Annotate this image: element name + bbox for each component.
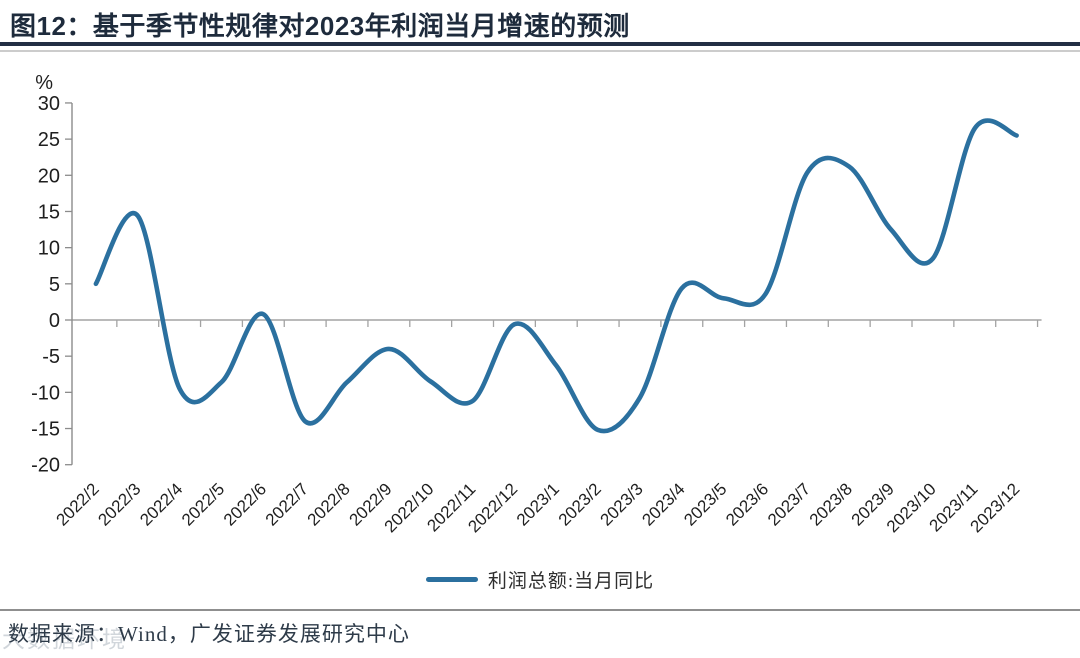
y-tick-label: 0 (49, 310, 60, 332)
y-tick-label: -15 (31, 419, 60, 441)
legend-line-swatch (425, 576, 478, 582)
x-tick-label: 2023/6 (722, 479, 772, 529)
x-tick-label: 2022/3 (94, 479, 144, 529)
x-tick-label: 2023/7 (764, 479, 814, 529)
x-tick-label: 2023/8 (806, 479, 856, 529)
y-tick-label: -5 (42, 346, 60, 368)
footer-divider (0, 609, 1080, 611)
title-divider-light (0, 50, 1080, 52)
x-tick-label: 2023/4 (638, 479, 688, 529)
y-tick-label: 15 (38, 201, 60, 223)
y-tick-label: 30 (38, 93, 60, 115)
y-tick-label: 25 (38, 129, 60, 151)
x-tick-label: 2023/5 (680, 479, 730, 529)
y-axis-unit-label: % (35, 72, 53, 94)
y-tick-label: -10 (31, 382, 60, 404)
x-tick-label: 2023/1 (513, 479, 563, 529)
chart-canvas: 302520151050-5-10-15-20%2022/22022/32022… (31, 72, 1042, 536)
profit-yoy-line (93, 118, 1019, 434)
y-tick-label: -20 (31, 455, 60, 477)
x-tick-label: 2022/2 (53, 479, 103, 529)
figure-title: 图12：基于季节性规律对2023年利润当月增速的预测 (10, 11, 630, 41)
y-tick-label: 10 (38, 238, 60, 260)
x-tick-label: 2022/5 (178, 479, 228, 529)
x-tick-label: 2022/8 (304, 479, 354, 529)
x-tick-label: 2022/4 (136, 479, 186, 529)
x-tick-label: 2022/6 (220, 479, 270, 529)
x-tick-label: 2022/7 (262, 479, 312, 529)
line-chart: 30 25 20 15 10 5 0 -5 -10 -15 -20% 2022/2 2022/3 2022… (31, 72, 1042, 536)
source-text: 数据来源：Wind，广发证券发展研究中心 (8, 622, 410, 646)
legend-label: 利润总额:当月同比 (487, 570, 655, 592)
legend: 利润总额:当月同比 (0, 563, 1080, 595)
y-tick-label: 5 (49, 274, 60, 296)
title-divider-dark (0, 42, 1080, 46)
y-tick-label: 20 (38, 165, 60, 187)
x-tick-label: 2023/3 (597, 479, 647, 529)
x-tick-label: 2023/2 (555, 479, 605, 529)
